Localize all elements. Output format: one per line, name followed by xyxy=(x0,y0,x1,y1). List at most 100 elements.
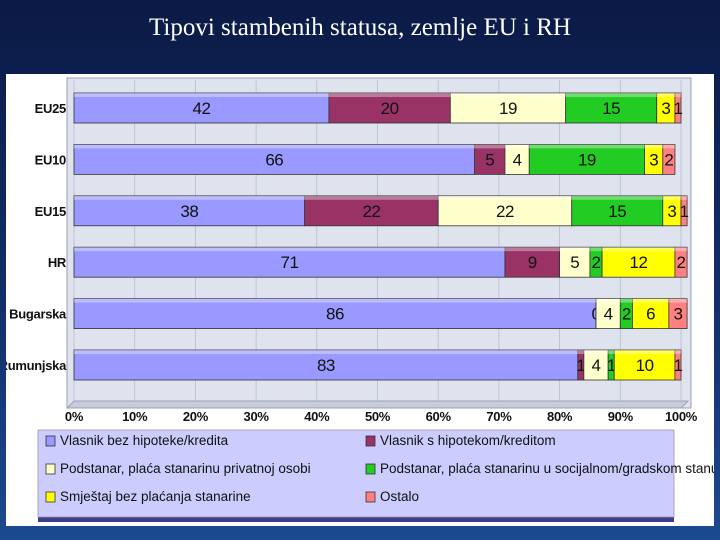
legend-entry-podstanar-placa-stanarinu-u-socijalnom-gradskom-stanu: Podstanar, plaća stanarinu u socijalnom/… xyxy=(380,461,714,476)
category-label-bugarska: Bugarska xyxy=(9,307,67,322)
data-label: 6 xyxy=(646,305,655,324)
data-label: 1 xyxy=(576,356,585,375)
bar-segment-eu15-podstanar-placa-stanarinu-privatnoj-osobi xyxy=(437,195,573,227)
x-tick-label: 90% xyxy=(608,409,634,424)
bar-segment-hr-vlasnik-s-hipotekom-kreditom xyxy=(504,246,561,278)
bar-segment-hr-smjestaj-bez-placanja-stanarine xyxy=(601,246,676,278)
category-label-eu15: EU15 xyxy=(35,204,66,219)
x-tick-label: 10% xyxy=(122,409,148,424)
category-label-rumunjska: Rumunjska xyxy=(6,358,67,373)
x-tick-label: 40% xyxy=(304,409,330,424)
bar-segment-bugarska-smjestaj-bez-placanja-stanarine xyxy=(632,298,670,330)
data-label: 5 xyxy=(485,150,494,169)
legend-swatch-vlasnik-s-hipotekom-kreditom xyxy=(365,435,376,447)
bar-segment-rumunjska-podstanar-placa-stanarinu-privatnoj-osobi xyxy=(583,349,609,381)
bar-highlight xyxy=(74,247,688,252)
bar-segment-eu25-podstanar-placa-stanarinu-u-socijalnom-gradskom-stanu xyxy=(565,92,658,124)
data-label: 2 xyxy=(592,253,601,272)
legend-swatch-smjestaj-bez-placanja-stanarine xyxy=(45,491,56,503)
x-tick-label: 80% xyxy=(547,409,573,424)
legend-swatch-podstanar-placa-stanarinu-privatnoj-osobi xyxy=(45,463,56,475)
bar-segment-eu25-vlasnik-bez-hipoteke-kredita xyxy=(73,92,330,124)
bar-segment-rumunjska-ostalo xyxy=(674,349,682,381)
data-label: 42 xyxy=(193,99,211,118)
legend-swatch-vlasnik-bez-hipoteke-kredita xyxy=(45,435,56,447)
bar-segment-eu10-podstanar-placa-stanarinu-privatnoj-osobi xyxy=(504,144,530,175)
bar-segment-bugarska-vlasnik-bez-hipoteke-kredita xyxy=(73,298,597,330)
legend-entry-vlasnik-bez-hipoteke-kredita: Vlasnik bez hipoteke/kredita xyxy=(60,433,229,448)
data-label: 83 xyxy=(317,356,335,375)
data-label: 20 xyxy=(381,99,399,118)
legend-box xyxy=(37,429,675,518)
legend: Vlasnik bez hipoteke/kredita Vlasnik s hi… xyxy=(37,429,714,518)
bar-segment-eu10-ostalo xyxy=(662,144,676,175)
x-tick-label: 30% xyxy=(244,409,270,424)
legend-swatch-ostalo xyxy=(365,491,376,503)
bar-highlight xyxy=(74,144,675,149)
data-label: 9 xyxy=(528,253,537,272)
data-label: 1 xyxy=(673,99,682,118)
bar-segment-eu25-podstanar-placa-stanarinu-privatnoj-osobi xyxy=(449,92,567,124)
data-label: 4 xyxy=(592,356,601,375)
data-label: 1 xyxy=(607,356,616,375)
data-label: 2 xyxy=(622,305,631,324)
bar-segment-eu25-ostalo xyxy=(674,92,682,124)
x-tick-label: 100% xyxy=(665,409,698,424)
data-label: 2 xyxy=(664,150,673,169)
data-label: 19 xyxy=(499,99,517,118)
data-label: 86 xyxy=(326,305,344,324)
bar-segment-eu25-vlasnik-s-hipotekom-kreditom xyxy=(328,92,451,124)
legend-entry-podstanar-placa-stanarinu-privatnoj-osobi: Podstanar, plaća stanarinu privatnoj oso… xyxy=(60,461,311,476)
legend-entry-smjestaj-bez-placanja-stanarine: Smještaj bez plaćanja stanarine xyxy=(60,489,251,504)
chart-panel: 42 20 19 15 3 1 EU25 66 5 4 19 3 2 EU10 38 22 22 15 3 1 EU15… xyxy=(6,74,714,526)
x-tick-label: 60% xyxy=(426,409,452,424)
data-label: 12 xyxy=(630,253,648,272)
x-tick-label: 70% xyxy=(486,409,512,424)
data-label: 71 xyxy=(281,253,299,272)
bar-highlight xyxy=(74,298,688,303)
bar-segment-eu10-vlasnik-s-hipotekom-kreditom xyxy=(474,144,506,175)
bar-segment-eu10-vlasnik-bez-hipoteke-kredita xyxy=(73,144,476,175)
category-label-eu25: EU25 xyxy=(35,101,66,116)
plot-floor xyxy=(65,400,690,409)
data-label: 66 xyxy=(265,150,283,169)
legend-shadow xyxy=(38,516,674,522)
data-label: 38 xyxy=(180,202,198,221)
bar-highlight xyxy=(74,350,681,354)
x-tick-label: 50% xyxy=(365,409,391,424)
bar-segment-eu15-vlasnik-bez-hipoteke-kredita xyxy=(73,195,306,227)
data-label: 5 xyxy=(570,253,579,272)
data-label: 4 xyxy=(513,150,522,169)
bar-highlight xyxy=(74,195,688,200)
bar-segment-hr-ostalo xyxy=(674,246,688,278)
bar-segment-bugarska-ostalo xyxy=(668,298,688,330)
data-label: 10 xyxy=(636,356,654,375)
data-label: 1 xyxy=(680,202,689,221)
bar-segment-eu15-vlasnik-s-hipotekom-kreditom xyxy=(304,195,439,227)
data-label: 4 xyxy=(604,305,613,324)
data-label: 22 xyxy=(496,202,514,221)
data-label: 3 xyxy=(673,305,682,324)
legend-entry-vlasnik-s-hipotekom-kreditom: Vlasnik s hipotekom/kreditom xyxy=(380,433,556,448)
x-tick-label: 0% xyxy=(65,409,84,424)
bar-segment-eu10-podstanar-placa-stanarinu-u-socijalnom-gradskom-stanu xyxy=(528,144,645,175)
data-label: 3 xyxy=(667,202,676,221)
bar-segment-rumunjska-smjestaj-bez-placanja-stanarine xyxy=(613,349,676,381)
category-label-eu10: EU10 xyxy=(35,152,66,167)
data-label: 3 xyxy=(661,99,670,118)
data-label: 3 xyxy=(649,150,658,169)
data-label: 15 xyxy=(608,202,626,221)
legend-swatch-podstanar-placa-stanarinu-u-socijalnom-gradskom-stanu xyxy=(365,463,376,475)
data-label: 19 xyxy=(578,150,596,169)
bar-segment-eu15-podstanar-placa-stanarinu-u-socijalnom-gradskom-stanu xyxy=(571,195,664,227)
category-label-hr: HR xyxy=(48,255,67,270)
bar-segment-hr-vlasnik-bez-hipoteke-kredita xyxy=(73,246,506,278)
data-label: 2 xyxy=(677,253,686,272)
slide-title: Tipovi stambenih statusa, zemlje EU i RH xyxy=(149,14,571,41)
bar-highlight xyxy=(74,93,681,97)
legend-entry-ostalo: Ostalo xyxy=(380,489,419,504)
data-label: 22 xyxy=(362,202,380,221)
bar-segment-eu15-ostalo xyxy=(680,195,688,227)
